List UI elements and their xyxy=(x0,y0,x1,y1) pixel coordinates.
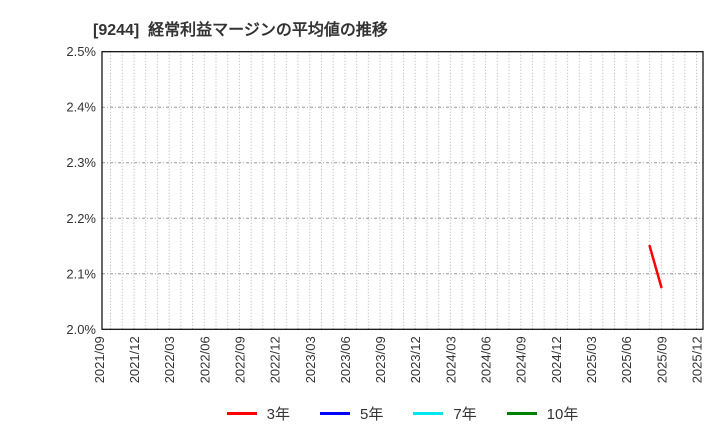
y-tick-label: 2.5% xyxy=(66,44,96,59)
y-tick-label: 2.3% xyxy=(66,155,96,170)
chart-title: [9244] 経常利益マージンの平均値の推移 xyxy=(93,22,388,39)
legend-item-3y: 3年 xyxy=(226,403,290,424)
legend-label-10y: 10年 xyxy=(546,406,579,423)
legend-item-5y: 5年 xyxy=(319,403,384,424)
legend-label-7y: 7年 xyxy=(453,406,477,423)
legend-item-7y: 7年 xyxy=(413,403,477,424)
legend: 3年 5年 7年 10年 xyxy=(102,403,703,424)
y-tick-label: 2.4% xyxy=(66,100,96,115)
legend-swatch-3y xyxy=(226,412,257,415)
x-tick-label: 2024/03 xyxy=(443,336,458,383)
x-tick-label: 2021/09 xyxy=(92,336,107,383)
x-tick-label: 2023/09 xyxy=(373,336,388,383)
x-tick-label: 2023/03 xyxy=(303,336,318,383)
x-tick-label: 2023/06 xyxy=(338,336,353,383)
x-tick-label: 2023/12 xyxy=(408,336,423,383)
x-tick-label: 2024/09 xyxy=(514,336,529,383)
x-tick-label: 2025/03 xyxy=(584,336,599,383)
x-tick-label: 2022/03 xyxy=(162,336,177,383)
legend-label-5y: 5年 xyxy=(359,406,384,423)
legend-label-3y: 3年 xyxy=(266,406,290,423)
y-tick-label: 2.1% xyxy=(66,266,96,281)
legend-swatch-10y xyxy=(506,412,537,415)
legend-swatch-7y xyxy=(413,412,444,415)
y-tick-label: 2.2% xyxy=(66,211,96,226)
x-tick-label: 2022/09 xyxy=(232,336,247,383)
x-tick-label: 2025/09 xyxy=(654,336,669,383)
x-tick-label: 2024/06 xyxy=(479,336,494,383)
plot-border xyxy=(101,51,704,330)
series-line-3y xyxy=(648,244,663,289)
x-tick-label: 2025/12 xyxy=(690,336,705,383)
x-tick-label: 2022/06 xyxy=(197,336,212,383)
y-tick-label: 2.0% xyxy=(66,322,96,337)
x-tick-label: 2025/06 xyxy=(619,336,634,383)
legend-item-10y: 10年 xyxy=(506,403,579,424)
x-tick-label: 2021/12 xyxy=(127,336,142,383)
x-tick-label: 2022/12 xyxy=(268,336,283,383)
legend-swatch-5y xyxy=(319,412,350,415)
x-tick-label: 2024/12 xyxy=(549,336,564,383)
